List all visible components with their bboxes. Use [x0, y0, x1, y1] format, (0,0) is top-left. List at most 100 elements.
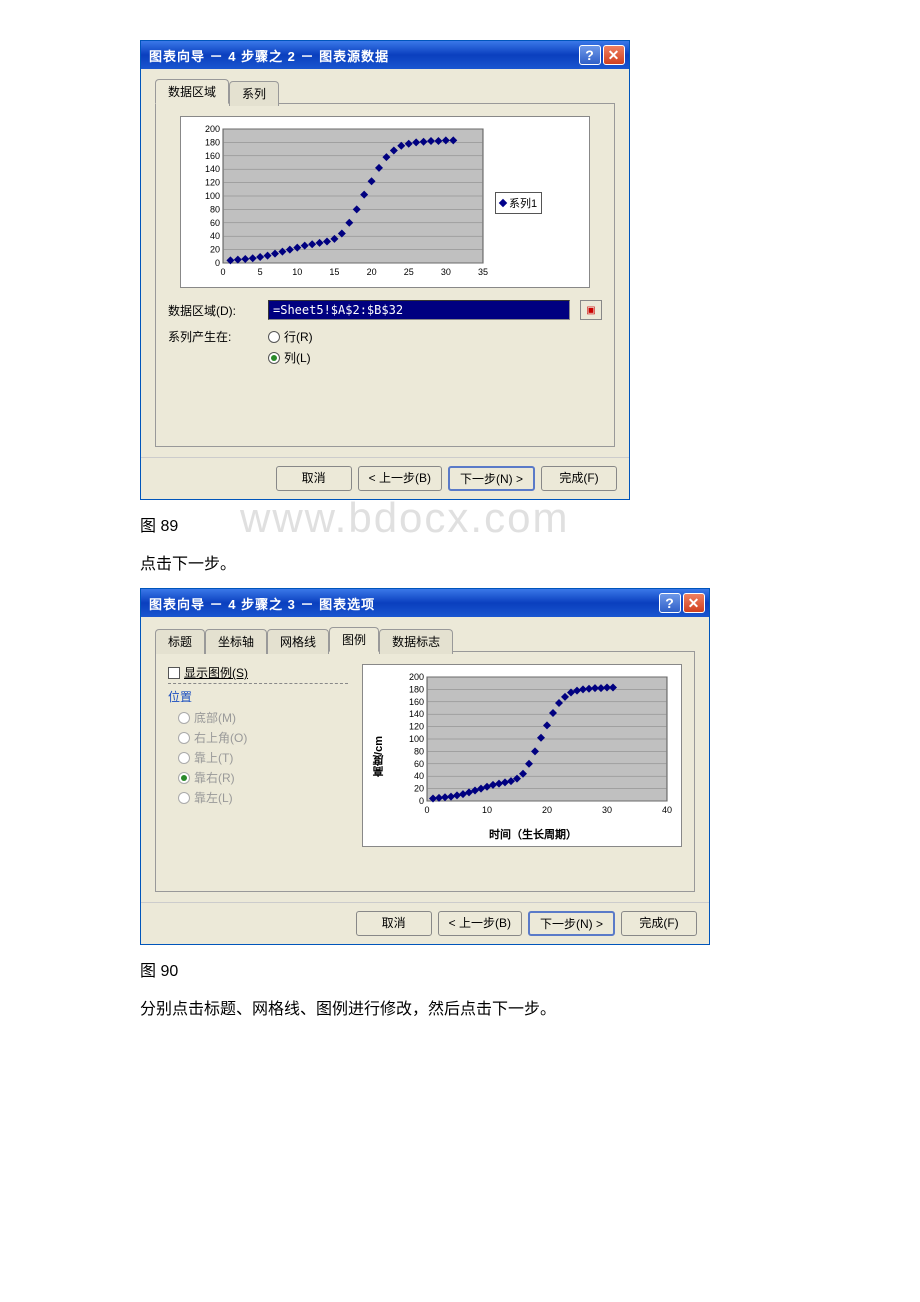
svg-text:5: 5: [258, 267, 263, 277]
chart-wizard-step2-dialog: 图表向导 － 4 步骤之 2 － 图表源数据 ? ✕ 数据区域 系列 02040…: [140, 40, 630, 500]
series-in-label: 系列产生在:: [168, 328, 258, 345]
position-group-label: 位置: [168, 688, 348, 705]
tab-panel: 0204060801001201401601802000510152025303…: [155, 103, 615, 447]
chart-preview: 0204060801001201401601802000510152025303…: [180, 116, 590, 288]
radio-icon: [268, 331, 280, 343]
tab-data-labels[interactable]: 数据标志: [379, 629, 453, 654]
svg-text:80: 80: [210, 204, 220, 214]
chart-svg: 0204060801001201401601802000510152025303…: [189, 123, 489, 283]
radio-icon: [178, 712, 190, 724]
svg-text:60: 60: [210, 218, 220, 228]
radio-icon: [178, 752, 190, 764]
svg-text:60: 60: [414, 759, 424, 769]
tab-series[interactable]: 系列: [229, 81, 279, 106]
legend-label: 系列1: [509, 195, 537, 211]
radio-left-label: 靠左(L): [194, 789, 233, 806]
next-button[interactable]: 下一步(N) >: [528, 911, 615, 936]
svg-text:80: 80: [414, 746, 424, 756]
radio-right: 靠右(R): [178, 769, 348, 786]
tabs: 标题 坐标轴 网格线 图例 数据标志: [155, 627, 695, 652]
data-range-label: 数据区域(D):: [168, 302, 258, 319]
radio-topright: 右上角(O): [178, 729, 348, 746]
button-bar: 取消 < 上一步(B) 下一步(N) > 完成(F): [141, 902, 709, 944]
radio-icon: [268, 352, 280, 364]
tab-data-range[interactable]: 数据区域: [155, 79, 229, 104]
help-icon[interactable]: ?: [659, 593, 681, 613]
radio-right-label: 靠右(R): [194, 769, 235, 786]
svg-text:0: 0: [424, 805, 429, 815]
data-range-input[interactable]: =Sheet5!$A$2:$B$32: [268, 300, 570, 320]
svg-text:200: 200: [409, 672, 424, 682]
radio-rows-label: 行(R): [284, 328, 313, 345]
button-bar: 取消 < 上一步(B) 下一步(N) > 完成(F): [141, 457, 629, 499]
svg-text:100: 100: [409, 734, 424, 744]
svg-text:20: 20: [542, 805, 552, 815]
chart-wizard-step3-dialog: 图表向导 － 4 步骤之 3 － 图表选项 ? ✕ 标题 坐标轴 网格线 图例 …: [140, 588, 710, 945]
close-icon[interactable]: ✕: [603, 45, 625, 65]
cancel-button[interactable]: 取消: [356, 911, 432, 936]
radio-icon: [178, 732, 190, 744]
tab-axes[interactable]: 坐标轴: [205, 629, 267, 654]
svg-text:0: 0: [419, 796, 424, 806]
radio-bottom-label: 底部(M): [194, 709, 236, 726]
tab-title[interactable]: 标题: [155, 629, 205, 654]
legend: 系列1: [495, 192, 542, 214]
collapse-range-icon[interactable]: ▣: [580, 300, 602, 320]
diamond-icon: [499, 199, 507, 207]
svg-text:180: 180: [205, 137, 220, 147]
radio-icon: [178, 792, 190, 804]
svg-text:120: 120: [205, 178, 220, 188]
tab-panel: 显示图例(S) 位置 底部(M) 右上角(O): [155, 651, 695, 892]
figure-caption-89: 图 89: [140, 512, 780, 536]
radio-icon: [178, 772, 190, 784]
svg-text:35: 35: [478, 267, 488, 277]
back-button[interactable]: < 上一步(B): [438, 911, 522, 936]
tab-gridlines[interactable]: 网格线: [267, 629, 329, 654]
radio-rows[interactable]: 行(R): [268, 328, 313, 345]
close-icon[interactable]: ✕: [683, 593, 705, 613]
chart-svg: 020406080100120140160180200010203040: [393, 671, 673, 821]
titlebar: 图表向导 － 4 步骤之 2 － 图表源数据 ? ✕: [141, 41, 629, 69]
svg-text:120: 120: [409, 722, 424, 732]
svg-text:30: 30: [602, 805, 612, 815]
svg-text:140: 140: [409, 709, 424, 719]
body-text-2: 分别点击标题、网格线、图例进行修改，然后点击下一步。: [140, 995, 780, 1019]
svg-text:25: 25: [404, 267, 414, 277]
chart-preview: 高度/cm 0 20 40 60 80 100 120 140 160 180 200 0 10 20 30…: [362, 664, 682, 847]
svg-text:40: 40: [662, 805, 672, 815]
svg-text:160: 160: [205, 151, 220, 161]
dialog-title: 图表向导 － 4 步骤之 2 － 图表源数据: [149, 46, 389, 65]
show-legend-checkbox[interactable]: 显示图例(S): [168, 664, 348, 684]
x-axis-label: 时间（生长周期）: [393, 826, 673, 842]
tabs: 数据区域 系列: [155, 79, 615, 104]
svg-text:10: 10: [482, 805, 492, 815]
radio-columns[interactable]: 列(L): [268, 349, 313, 366]
svg-text:0: 0: [220, 267, 225, 277]
finish-button[interactable]: 完成(F): [541, 466, 617, 491]
svg-text:160: 160: [409, 697, 424, 707]
help-icon[interactable]: ?: [579, 45, 601, 65]
svg-text:0: 0: [215, 258, 220, 268]
show-legend-label: 显示图例(S): [184, 664, 248, 681]
titlebar: 图表向导 － 4 步骤之 3 － 图表选项 ? ✕: [141, 589, 709, 617]
checkbox-icon: [168, 667, 180, 679]
svg-text:40: 40: [210, 231, 220, 241]
cancel-button[interactable]: 取消: [276, 466, 352, 491]
svg-text:30: 30: [441, 267, 451, 277]
radio-top: 靠上(T): [178, 749, 348, 766]
radio-left: 靠左(L): [178, 789, 348, 806]
body-text-1: 点击下一步。: [140, 550, 780, 574]
y-axis-label: 高度/cm: [371, 736, 387, 777]
radio-topright-label: 右上角(O): [194, 729, 247, 746]
finish-button[interactable]: 完成(F): [621, 911, 697, 936]
tab-legend[interactable]: 图例: [329, 627, 379, 652]
back-button[interactable]: < 上一步(B): [358, 466, 442, 491]
svg-text:100: 100: [205, 191, 220, 201]
radio-top-label: 靠上(T): [194, 749, 233, 766]
svg-text:20: 20: [414, 784, 424, 794]
radio-bottom: 底部(M): [178, 709, 348, 726]
svg-text:180: 180: [409, 684, 424, 694]
radio-columns-label: 列(L): [284, 349, 311, 366]
next-button[interactable]: 下一步(N) >: [448, 466, 535, 491]
svg-text:140: 140: [205, 164, 220, 174]
